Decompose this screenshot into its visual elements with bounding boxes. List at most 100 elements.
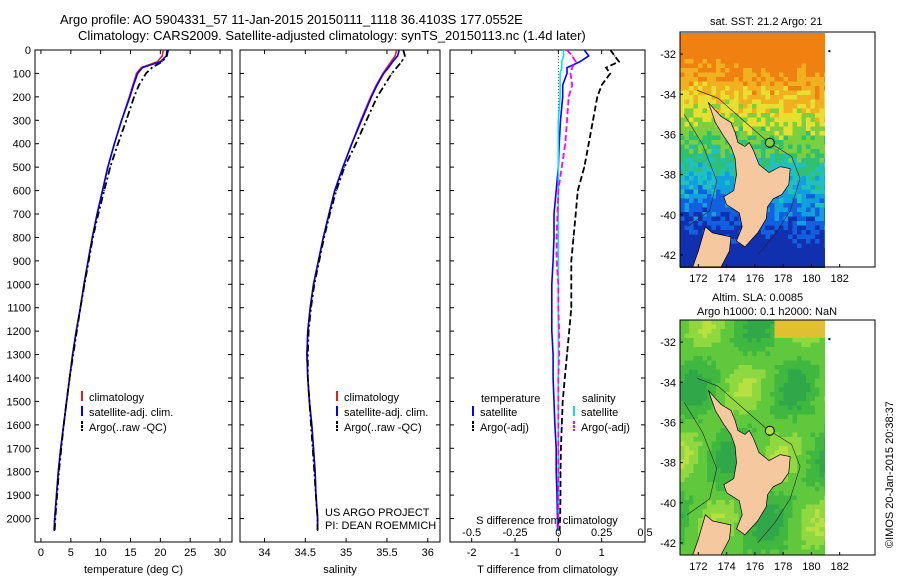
field-cell [774,396,780,402]
field-cell [806,320,811,325]
field-cell [783,342,789,348]
field-cell [725,54,730,60]
field-cell [792,221,798,226]
field-cell [720,167,726,172]
field-cell [729,248,735,253]
field-cell [734,252,739,258]
field-cell [752,252,757,258]
field-cell [824,351,825,357]
field-cell [702,477,708,483]
field-cell [684,86,690,91]
no-data-area [825,32,875,267]
field-cell [765,108,771,114]
field-cell [729,252,735,258]
lon-tick-label: 176 [746,561,764,573]
field-cell [738,90,744,96]
field-cell [824,230,825,235]
field-cell [761,104,766,109]
field-cell [801,500,807,505]
top-x-tick-label: -0.5 [462,527,481,539]
field-cell [815,77,820,82]
field-cell [693,473,699,478]
field-cell [689,149,694,154]
field-cell [797,68,802,73]
field-cell [707,221,712,226]
field-cell [734,234,739,240]
diff-line-sal-argo-point [566,119,568,121]
field-cell [693,230,699,235]
field-cell [797,536,802,541]
diff-line-sal-argo-point [566,50,568,51]
field-cell [756,536,762,541]
field-cell [792,207,798,213]
field-cell [743,59,748,64]
field-cell [725,437,730,442]
field-cell [819,72,825,78]
series-line-argo-point [402,50,404,51]
field-cell [693,158,699,163]
field-cell [815,428,820,433]
field-cell [779,441,784,447]
field-cell [716,486,721,492]
field-cell [729,455,735,460]
field-cell [734,374,739,379]
field-cell [752,378,757,384]
series-line-argo-point [88,260,90,262]
field-cell [756,405,762,411]
field-cell [738,414,744,420]
field-cell [797,482,802,487]
field-cell [801,99,807,105]
field-cell [680,347,685,352]
field-cell [765,54,771,60]
field-cell [743,383,748,388]
field-cell [702,401,708,406]
field-cell [702,428,708,433]
field-cell [729,86,735,91]
field-cell [743,365,748,370]
field-cell [801,482,807,487]
field-cell [707,95,712,100]
field-cell [689,81,694,87]
field-cell [783,374,789,379]
field-cell [725,144,730,150]
series-line-argo-point [54,518,56,520]
field-cell [819,194,825,199]
field-cell [792,225,798,231]
field-cell [716,320,721,325]
field-cell [698,81,703,87]
field-cell [824,117,825,123]
diff-line-sal-argo-point [557,518,559,520]
field-cell [711,387,717,393]
field-cell [788,225,793,231]
field-cell [792,509,798,514]
field-cell [698,68,703,73]
field-cell [738,33,744,37]
field-cell [824,500,825,505]
field-cell [761,248,766,253]
field-cell [797,338,802,343]
field-cell [761,522,766,528]
field-cell [815,365,820,370]
field-cell [684,203,690,208]
field-cell [693,324,699,330]
field-cell [738,374,744,379]
field-cell [801,450,807,456]
field-cell [720,77,726,82]
field-cell [792,212,798,217]
field-cell [707,432,712,438]
series-line-argo-point [307,354,309,356]
field-cell [752,104,757,109]
field-cell [693,50,699,55]
field-cell [747,369,753,375]
field-cell [788,392,793,397]
field-cell [702,473,708,478]
field-cell [779,72,784,78]
field-cell [684,54,690,60]
legend-label: satellite [581,407,618,419]
field-cell [770,59,775,64]
field-cell [810,437,816,442]
field-cell [756,437,762,442]
field-cell [770,374,775,379]
field-cell [788,428,793,433]
field-cell [801,257,807,262]
